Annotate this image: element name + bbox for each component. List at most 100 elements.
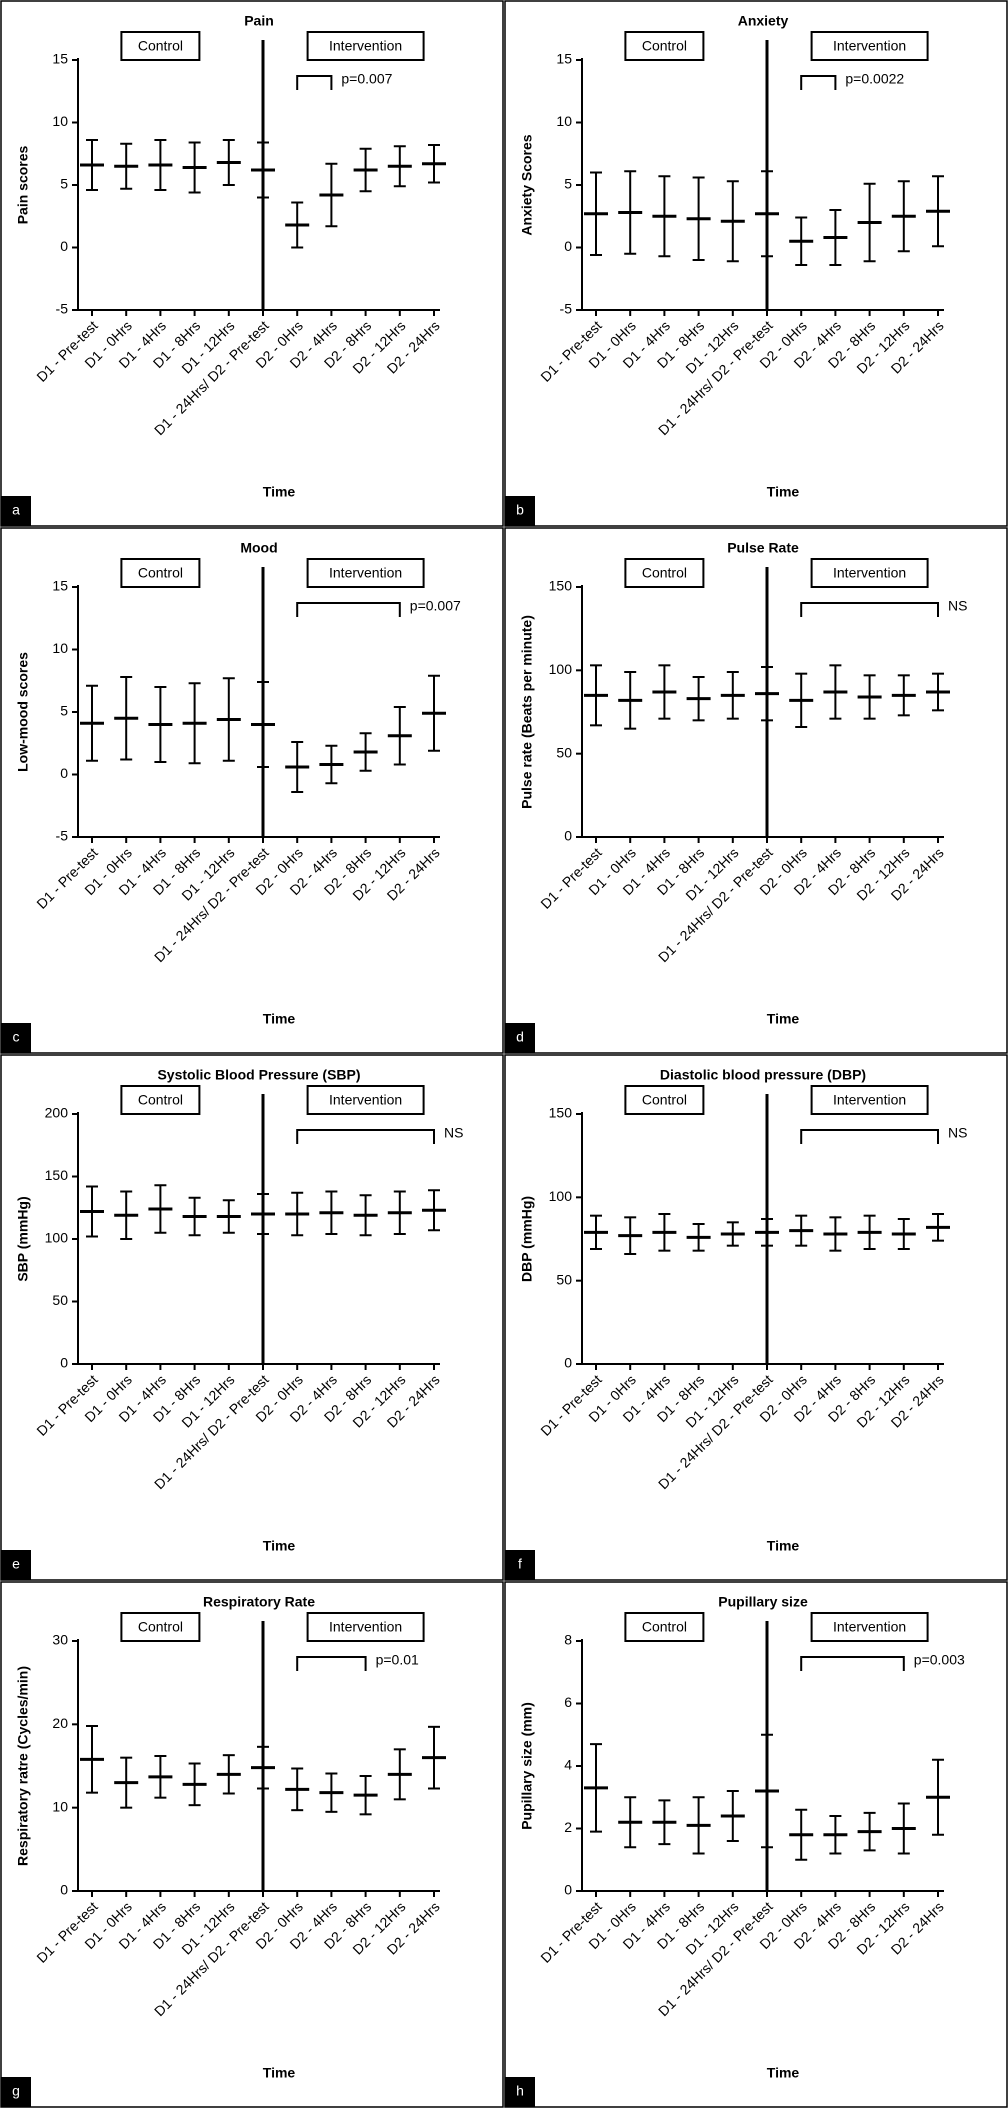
y-tick-label: 8	[564, 1632, 572, 1648]
significance-bracket	[800, 75, 837, 90]
significance-bracket	[296, 1129, 435, 1144]
panel: Pupillary size Pupillary size (mm) Time 0 2 4…	[504, 1581, 1008, 2108]
y-tick-label: 150	[549, 1105, 573, 1121]
panel-letter-box	[1, 1023, 31, 1053]
y-tick-label: 0	[60, 238, 68, 254]
panel-border	[0, 1581, 504, 2108]
panel-letter: e	[12, 1556, 20, 1572]
x-axis-label: Time	[767, 484, 800, 500]
y-tick-label: 15	[52, 578, 68, 594]
y-tick-label: 0	[564, 1355, 572, 1371]
panel: Pain Pain scores Time -5 0 5 10 15 Control Interv…	[0, 0, 504, 527]
group-label: Control	[138, 38, 183, 54]
group-label: Intervention	[833, 1619, 906, 1635]
panel-letter: f	[518, 1556, 522, 1572]
panel: Diastolic blood pressure (DBP) DBP (mmHg)…	[504, 1054, 1008, 1581]
y-tick-label: 50	[556, 744, 572, 760]
panel-border	[0, 0, 504, 527]
panel-letter-box	[505, 2077, 535, 2107]
group-box	[810, 558, 929, 588]
group-label: Control	[138, 565, 183, 581]
y-tick-label: 5	[60, 703, 68, 719]
annotation: NS	[948, 598, 967, 614]
x-axis-label: Time	[767, 1538, 800, 1554]
y-axis-label: SBP (mmHg)	[15, 1196, 31, 1281]
y-tick-label: 5	[564, 176, 572, 192]
chart-title: Respiratory Rate	[203, 1594, 315, 1610]
y-tick-label: 4	[564, 1757, 572, 1773]
y-tick-label: 15	[556, 51, 572, 67]
group-box	[306, 31, 425, 61]
significance-bracket	[296, 75, 333, 90]
group-box	[120, 558, 201, 588]
panel-letter: c	[13, 1029, 20, 1045]
group-box	[624, 31, 705, 61]
y-tick-label: 15	[52, 51, 68, 67]
y-tick-label: -5	[56, 301, 69, 317]
panel-letter-box	[505, 1023, 535, 1053]
group-label: Intervention	[833, 1092, 906, 1108]
y-tick-label: 100	[549, 1188, 573, 1204]
panel-border	[504, 0, 1008, 527]
group-label: Intervention	[833, 565, 906, 581]
y-tick-label: -5	[560, 301, 573, 317]
y-axis-label: Low-mood scores	[15, 652, 31, 772]
chart-title: Systolic Blood Pressure (SBP)	[157, 1067, 360, 1083]
group-label: Intervention	[329, 565, 402, 581]
annotation: p=0.007	[410, 598, 461, 614]
y-tick-label: 0	[60, 1882, 68, 1898]
x-axis-label: Time	[263, 1538, 296, 1554]
y-axis-label: Pain scores	[15, 145, 31, 224]
chart-title: Anxiety	[738, 13, 789, 29]
x-axis-label: Time	[263, 2065, 296, 2081]
annotation: p=0.01	[376, 1652, 419, 1668]
group-box	[306, 558, 425, 588]
significance-bracket	[800, 602, 939, 617]
chart-title: Pupillary size	[718, 1594, 808, 1610]
chart-title: Diastolic blood pressure (DBP)	[660, 1067, 866, 1083]
x-axis-label: Time	[263, 1011, 296, 1027]
y-tick-label: 10	[556, 113, 572, 129]
group-box	[120, 1085, 201, 1115]
panel-border	[504, 1581, 1008, 2108]
y-tick-label: 10	[52, 1798, 68, 1814]
y-tick-label: 50	[556, 1271, 572, 1287]
group-label: Intervention	[329, 1092, 402, 1108]
y-tick-label: 2	[564, 1819, 572, 1835]
panel-letter-box	[1, 496, 31, 526]
y-tick-label: 0	[564, 238, 572, 254]
y-tick-label: 150	[45, 1167, 69, 1183]
y-tick-label: 0	[564, 828, 572, 844]
y-tick-label: 10	[52, 113, 68, 129]
group-box	[624, 558, 705, 588]
panel-letter-box	[505, 496, 535, 526]
x-axis-label: Time	[263, 484, 296, 500]
group-box	[624, 1612, 705, 1642]
y-tick-label: 0	[60, 1355, 68, 1371]
y-tick-label: 5	[60, 176, 68, 192]
annotation: p=0.0022	[845, 71, 904, 87]
group-label: Control	[138, 1092, 183, 1108]
group-box	[120, 31, 201, 61]
panel: Systolic Blood Pressure (SBP) SBP (mmHg) T…	[0, 1054, 504, 1581]
panel-letter: h	[516, 2083, 524, 2099]
y-axis-label: Anxiety Scores	[519, 134, 535, 235]
y-tick-label: 100	[549, 661, 573, 677]
panel-border	[504, 527, 1008, 1054]
panel-letter: b	[516, 502, 524, 518]
panel-letter-box	[1, 1550, 31, 1580]
y-tick-label: 6	[564, 1694, 572, 1710]
group-label: Control	[642, 565, 687, 581]
group-label: Control	[642, 1092, 687, 1108]
chart-title: Pulse Rate	[727, 540, 799, 556]
y-tick-label: -5	[56, 828, 69, 844]
group-label: Intervention	[833, 38, 906, 54]
panel-letter-box	[505, 1550, 535, 1580]
panel: Pulse Rate Pulse rate (Beats per minute) T…	[504, 527, 1008, 1054]
panel: Respiratory Rate Respiratory ratre (Cycle…	[0, 1581, 504, 2108]
panel-border	[0, 527, 504, 1054]
group-box	[306, 1612, 425, 1642]
group-box	[624, 1085, 705, 1115]
x-axis-label: Time	[767, 2065, 800, 2081]
